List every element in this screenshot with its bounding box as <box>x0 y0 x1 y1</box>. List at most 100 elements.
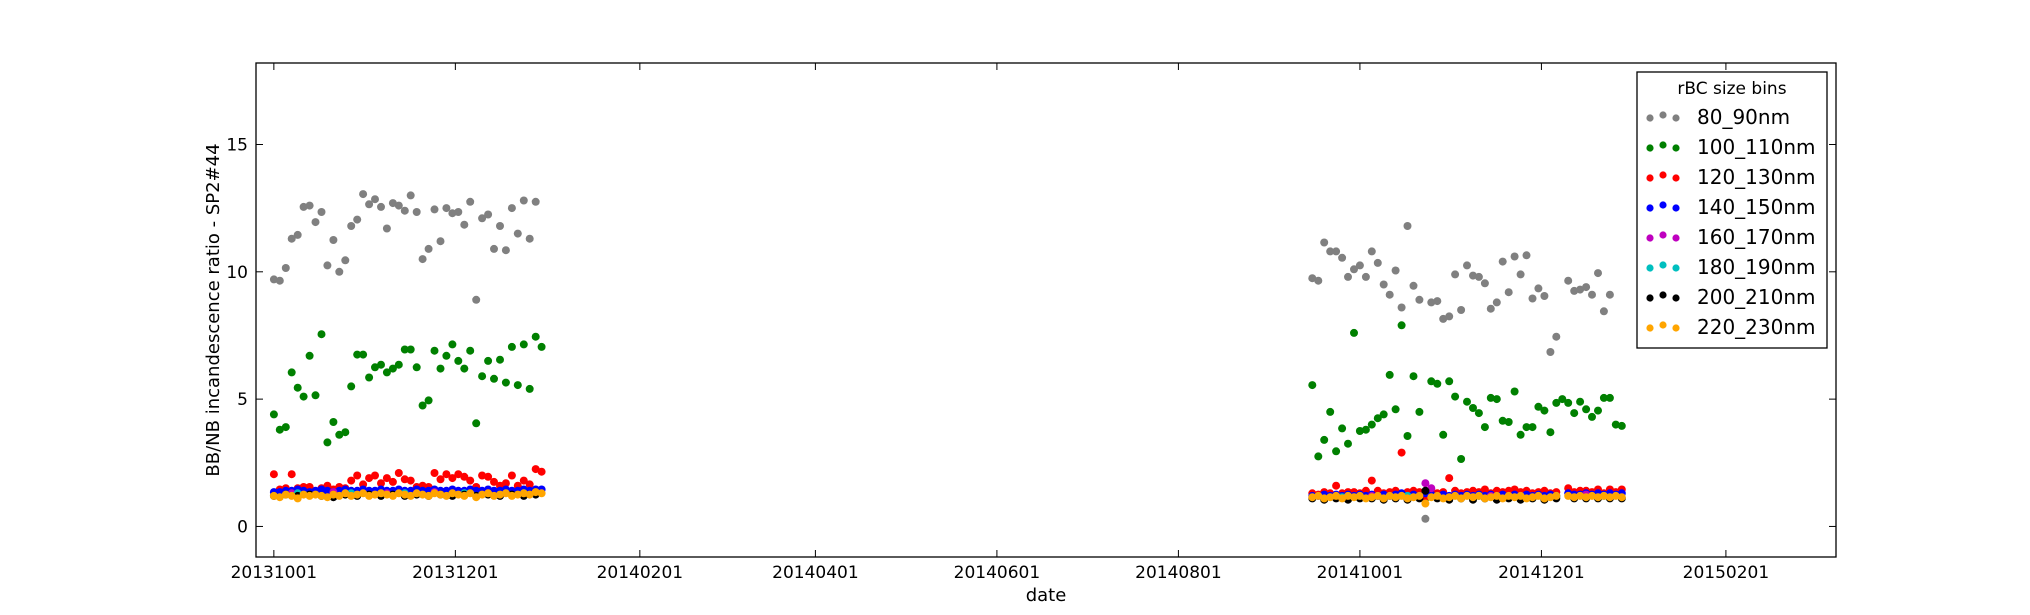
data-point <box>1379 410 1388 419</box>
data-point <box>1510 252 1519 261</box>
legend-marker <box>1659 291 1667 299</box>
y-axis-ticks: 0 5 10 15 <box>226 135 1836 537</box>
legend-label: 160_170nm <box>1697 225 1816 249</box>
data-point <box>1469 404 1477 412</box>
data-point <box>1510 387 1519 396</box>
data-point <box>382 474 391 483</box>
data-point <box>484 356 493 365</box>
data-point <box>329 236 338 244</box>
data-point <box>382 368 391 377</box>
data-point <box>323 438 332 447</box>
data-point <box>311 490 320 499</box>
data-point <box>365 373 374 382</box>
data-point <box>365 200 374 209</box>
data-point <box>1367 247 1376 256</box>
data-point <box>490 477 498 486</box>
legend-marker <box>1659 171 1667 179</box>
data-point <box>1588 491 1596 500</box>
data-point <box>1564 491 1573 500</box>
data-point <box>323 486 332 495</box>
legend-marker <box>1672 114 1680 122</box>
data-point <box>1320 435 1329 444</box>
data-point <box>448 340 457 349</box>
data-point <box>1338 424 1347 433</box>
data-point <box>490 374 498 383</box>
data-point <box>1367 476 1376 485</box>
data-point <box>1355 427 1364 435</box>
data-point <box>454 470 463 479</box>
data-point <box>1409 372 1418 381</box>
data-point <box>478 372 487 381</box>
data-point <box>1427 298 1436 307</box>
data-point <box>347 476 356 485</box>
data-point <box>1338 253 1347 262</box>
data-point <box>424 244 433 253</box>
data-point <box>1439 494 1448 503</box>
data-point <box>525 490 534 499</box>
data-point <box>531 332 540 341</box>
legend-item: 80_90nm <box>1646 105 1790 129</box>
data-point <box>1576 285 1585 294</box>
legend-box <box>1636 71 1828 349</box>
data-point <box>1534 284 1543 293</box>
series-220_230nm <box>269 488 1626 508</box>
legend-label: 120_130nm <box>1697 165 1816 189</box>
data-point <box>1510 493 1519 502</box>
data-point <box>1522 423 1531 432</box>
data-point <box>335 491 344 500</box>
data-point <box>1552 491 1561 500</box>
legend: rBC size bins 80_90nm 100_110nm 120_130nm 1… <box>1636 71 1828 349</box>
data-point <box>1391 266 1400 275</box>
legend-label: 80_90nm <box>1697 105 1790 129</box>
data-point <box>1344 491 1352 500</box>
data-point <box>299 392 308 401</box>
data-point <box>1350 328 1358 337</box>
data-point <box>1540 494 1549 503</box>
data-point <box>501 378 510 387</box>
legend-item: 220_230nm <box>1646 315 1816 339</box>
data-point <box>377 479 385 488</box>
data-point <box>400 345 409 354</box>
data-point <box>382 224 391 233</box>
data-point <box>353 215 362 224</box>
data-point <box>1433 379 1442 388</box>
data-point <box>1385 290 1394 299</box>
data-point <box>317 330 326 339</box>
legend-marker <box>1646 144 1654 152</box>
data-point <box>347 491 356 500</box>
data-point <box>478 490 487 499</box>
data-point <box>1540 406 1549 415</box>
data-point <box>1332 491 1341 500</box>
data-point <box>275 493 284 502</box>
y-tick-label: 10 <box>226 263 248 283</box>
data-point <box>436 475 445 484</box>
data-point <box>353 471 362 480</box>
data-point <box>1308 381 1317 390</box>
data-point <box>1564 276 1573 285</box>
data-point <box>1528 294 1537 303</box>
data-point <box>1599 491 1608 500</box>
data-point <box>281 264 290 272</box>
data-point <box>371 471 379 480</box>
legend-label: 140_150nm <box>1697 195 1816 219</box>
data-point <box>293 494 302 503</box>
data-point <box>275 425 284 434</box>
data-point <box>442 204 451 213</box>
data-point <box>1534 402 1543 411</box>
data-point <box>472 295 481 304</box>
x-tick-label: 20140801 <box>1135 563 1222 583</box>
data-point <box>1457 455 1466 463</box>
legend-item: 160_170nm <box>1646 225 1816 249</box>
data-point <box>412 208 421 216</box>
legend-marker <box>1672 144 1680 152</box>
data-point <box>1421 514 1430 523</box>
data-point <box>269 470 278 479</box>
legend-marker <box>1672 294 1680 302</box>
legend-marker <box>1646 234 1654 242</box>
data-point <box>1540 292 1549 300</box>
data-point <box>1486 393 1495 402</box>
data-point <box>513 381 522 390</box>
data-point <box>454 356 463 365</box>
data-point <box>1451 270 1460 279</box>
legend-items: 80_90nm 100_110nm 120_130nm 140_150nm 160_17… <box>1646 105 1816 339</box>
